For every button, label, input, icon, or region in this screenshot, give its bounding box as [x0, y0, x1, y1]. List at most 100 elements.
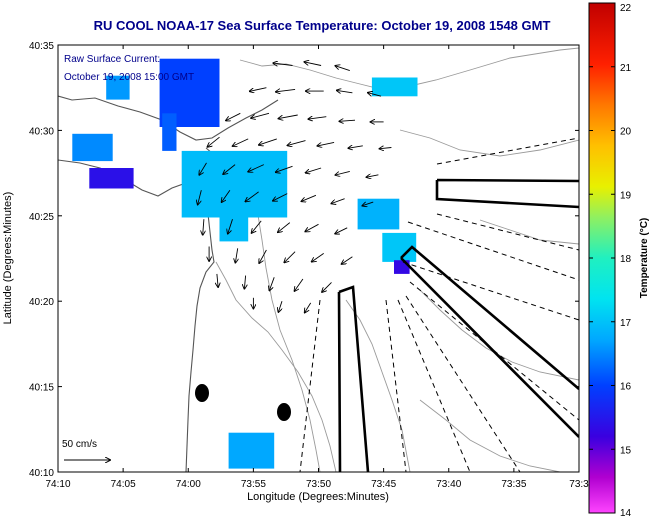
- x-tick-label-1: 74:10: [45, 479, 70, 490]
- colorbar-tick-label-9: 14: [620, 508, 632, 518]
- current-vector-18: [288, 140, 306, 146]
- x-tick-label-2: 74:05: [111, 479, 136, 490]
- coastline: [58, 159, 215, 472]
- current-vector-38: [252, 220, 262, 233]
- colorbar-tick-label-1: 22: [620, 3, 632, 14]
- sst-patch-11: [371, 77, 418, 97]
- x-axis-ticks: 74:10 74:05 74:00 73:55 73:50 73:45 73:40 73:35…: [45, 45, 589, 490]
- current-vector-27: [335, 170, 350, 175]
- current-vector-34: [331, 198, 345, 204]
- current-vector-26: [306, 167, 322, 173]
- current-vector-37: [228, 219, 233, 233]
- plot-area: Raw Surface Current: October 19, 2008 15…: [58, 45, 579, 472]
- colorbar-tick-label-8: 15: [620, 445, 632, 456]
- current-vector-35: [362, 201, 374, 206]
- colorbar-tick-label-7: 16: [620, 382, 632, 393]
- current-vector-48: [217, 273, 218, 287]
- current-vector-20: [348, 146, 363, 148]
- radar-dashed-lines: [299, 137, 579, 472]
- y-tick-label-6: 40:35: [29, 41, 54, 52]
- colorbar-tick-label-6: 17: [620, 318, 632, 329]
- depth-contour-4: [399, 129, 579, 157]
- y-tick-label-3: 40:20: [29, 297, 54, 308]
- colorbar-tick-label-5: 18: [620, 254, 632, 265]
- plot-background: [58, 45, 579, 472]
- depth-contour-6: [419, 289, 579, 381]
- current-vector-50: [269, 277, 275, 290]
- marker-east: [277, 403, 291, 421]
- depth-contour-7: [479, 219, 579, 245]
- current-vector-9: [226, 112, 241, 120]
- radar-box-east: [435, 178, 579, 209]
- x-tick-label-3: 74:00: [176, 479, 201, 490]
- current-vector-31: [245, 191, 259, 202]
- current-vector-52: [322, 282, 332, 292]
- sst-patch-12: [228, 432, 275, 469]
- annotation-line-1: Raw Surface Current:: [64, 54, 160, 65]
- x-tick-label-8: 73:35: [501, 479, 526, 490]
- colorbar-label: Temperature (°C): [639, 218, 650, 299]
- depth-contour-8: [419, 399, 561, 472]
- coastline-north: [58, 95, 279, 141]
- y-tick-label-2: 40:15: [29, 383, 54, 394]
- depth-contour-2: [215, 261, 337, 472]
- current-vector-49: [244, 275, 245, 289]
- current-vector-1: [273, 63, 293, 65]
- colorbar-ticks: 22 21 20 19 18 17 16 15 14: [589, 2, 632, 518]
- current-vector-45: [284, 251, 296, 263]
- sst-patch-6: [181, 150, 288, 218]
- sst-patch-3: [162, 113, 177, 151]
- current-vector-32: [273, 193, 288, 201]
- marker-west: [195, 384, 209, 402]
- current-vector-40: [305, 223, 319, 231]
- current-vector-28: [367, 175, 379, 177]
- sst-patch-8: [357, 198, 400, 230]
- current-vector-22: [199, 162, 207, 175]
- sst-patch-7: [219, 212, 249, 242]
- current-vector-3: [335, 66, 350, 72]
- current-vector-54: [278, 301, 283, 312]
- current-vector-47: [342, 256, 353, 264]
- current-vector-15: [208, 136, 220, 147]
- sst-patch-10: [394, 260, 410, 274]
- x-tick-label-7: 73:40: [436, 479, 461, 490]
- current-vector-46: [312, 253, 324, 261]
- scale-vector-label: 50 cm/s: [62, 439, 97, 450]
- current-vector-layer: [198, 62, 392, 313]
- current-vector-43: [235, 248, 237, 262]
- colorbar-tick-label-2: 21: [620, 63, 632, 74]
- y-tick-label-1: 40:10: [29, 468, 54, 479]
- current-vector-11: [279, 114, 298, 119]
- current-vector-33: [302, 194, 317, 201]
- radar-box-south: [337, 285, 370, 472]
- annotation-line-2: October 19, 2008 15:00 GMT: [64, 72, 194, 83]
- y-tick-label-5: 40:30: [29, 126, 54, 137]
- current-vector-2: [304, 62, 322, 66]
- sst-layer: [72, 58, 418, 469]
- depth-contour-5: [345, 299, 411, 472]
- sst-patch-5: [89, 168, 134, 189]
- current-vector-5: [276, 89, 296, 91]
- current-vector-12: [308, 117, 327, 119]
- current-vector-4: [250, 87, 267, 92]
- current-vector-39: [278, 222, 291, 233]
- y-tick-label-4: 40:25: [29, 212, 54, 223]
- current-vector-30: [222, 189, 231, 202]
- x-tick-label-9: 73:3: [569, 479, 589, 490]
- current-vector-23: [223, 164, 236, 175]
- current-vector-51: [295, 278, 304, 291]
- current-vector-41: [335, 227, 348, 234]
- current-vector-21: [380, 148, 392, 149]
- current-vector-8: [368, 93, 382, 97]
- current-vector-17: [259, 138, 277, 145]
- colorbar-tick-label-4: 19: [620, 190, 632, 201]
- current-vector-19: [317, 141, 335, 146]
- sst-patch-4: [72, 133, 113, 162]
- x-tick-label-4: 73:55: [241, 479, 266, 490]
- chart-title: RU COOL NOAA-17 Sea Surface Temperature:…: [94, 18, 551, 33]
- current-vector-29: [198, 190, 202, 204]
- current-vector-25: [276, 165, 293, 172]
- current-vector-10: [251, 112, 270, 118]
- x-tick-label-5: 73:50: [306, 479, 331, 490]
